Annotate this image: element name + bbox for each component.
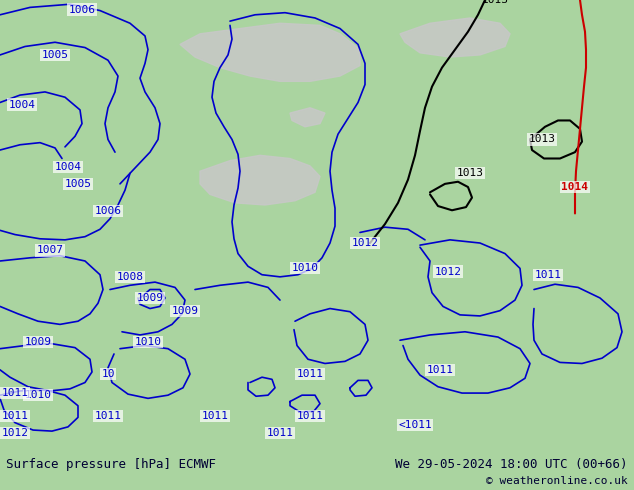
Text: 1011: 1011 [534,270,562,280]
Text: 1013: 1013 [481,0,508,5]
Text: 1011: 1011 [297,411,323,421]
Text: 1014: 1014 [562,182,588,192]
Text: 1009: 1009 [136,293,164,303]
Polygon shape [400,18,510,57]
Polygon shape [180,23,360,81]
Text: 1011: 1011 [427,365,453,375]
Text: 1010: 1010 [134,337,162,347]
Text: 1008: 1008 [117,272,143,282]
Text: Surface pressure [hPa] ECMWF: Surface pressure [hPa] ECMWF [6,458,216,471]
Text: © weatheronline.co.uk: © weatheronline.co.uk [486,476,628,486]
Text: 1007: 1007 [37,245,63,255]
Text: 1006: 1006 [68,4,96,15]
Text: 1009: 1009 [172,306,198,316]
Polygon shape [290,108,325,127]
Text: 1011: 1011 [1,388,29,398]
Text: We 29-05-2024 18:00 UTC (00+66): We 29-05-2024 18:00 UTC (00+66) [395,458,628,471]
Text: 1009: 1009 [25,337,51,347]
Text: 1010: 1010 [292,264,318,273]
Text: 1012: 1012 [351,238,378,248]
Text: 1013: 1013 [529,134,555,145]
Text: 1012: 1012 [1,428,29,438]
Text: 1004: 1004 [8,99,36,110]
Text: 10: 10 [101,369,115,379]
Text: 1006: 1006 [94,206,122,216]
Text: 1004: 1004 [55,162,82,172]
Text: 1005: 1005 [65,179,91,189]
Text: 1012: 1012 [434,267,462,276]
Text: 1005: 1005 [41,50,68,60]
Text: 1013: 1013 [456,168,484,178]
Text: 1011: 1011 [1,411,29,421]
Text: 1011: 1011 [94,411,122,421]
Text: 1011: 1011 [202,411,228,421]
Text: 1011: 1011 [297,369,323,379]
Text: <1011: <1011 [398,420,432,430]
Polygon shape [200,155,320,205]
Text: 1011: 1011 [266,428,294,438]
Text: 1010: 1010 [25,390,51,400]
